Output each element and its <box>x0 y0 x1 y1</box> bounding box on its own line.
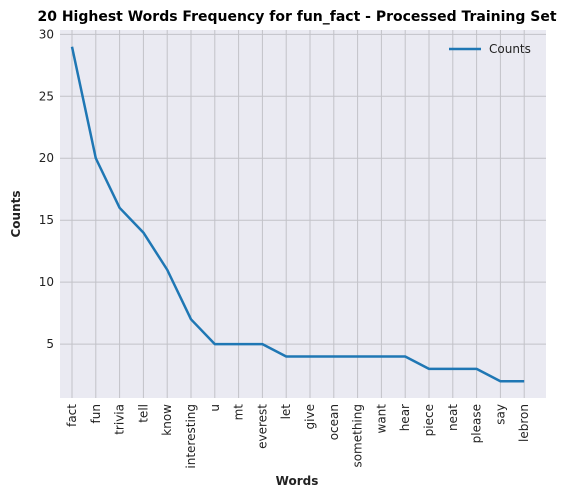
series-group <box>70 46 525 383</box>
y-tick-label: 25 <box>39 89 54 103</box>
y-tick-label: 5 <box>46 337 54 351</box>
chart-title: 20 Highest Words Frequency for fun_fact … <box>37 9 556 25</box>
y-tick-label: 30 <box>39 27 54 41</box>
x-axis-label: Words <box>276 474 319 488</box>
y-tick-labels: 5 10 15 20 25 30 <box>39 27 54 351</box>
x-tick-label: u <box>208 404 222 412</box>
legend: Counts <box>449 42 531 56</box>
x-tick-label: lebron <box>517 404 531 442</box>
x-tick-label: interesting <box>184 404 198 469</box>
x-tick-label: hear <box>398 404 412 431</box>
series-line <box>70 46 525 383</box>
x-tick-label: everest <box>255 404 269 449</box>
x-tick-label: say <box>493 404 507 425</box>
y-tick-label: 15 <box>39 213 54 227</box>
plot-area <box>60 30 546 398</box>
x-tick-label: trivia <box>113 404 127 435</box>
x-tick-label: give <box>303 404 317 429</box>
x-tick-label: mt <box>232 404 246 421</box>
x-tick-label: piece <box>422 404 436 436</box>
x-tick-label: know <box>160 404 174 436</box>
y-tick-label: 20 <box>39 151 54 165</box>
x-tick-label: please <box>470 404 484 443</box>
x-tick-label: want <box>374 404 388 434</box>
x-tick-label: neat <box>446 404 460 431</box>
x-tick-label: tell <box>136 404 150 423</box>
x-tick-labels: fact fun trivia tell know interesting u mt evere… <box>65 404 531 469</box>
x-tick-label: something <box>351 404 365 468</box>
x-tick-label: fact <box>65 404 79 427</box>
grid-lines <box>60 30 546 398</box>
y-tick-label: 10 <box>39 275 54 289</box>
x-tick-label: fun <box>89 404 103 423</box>
y-axis-label: Counts <box>9 190 23 237</box>
x-tick-label: ocean <box>327 404 341 440</box>
legend-label: Counts <box>489 42 531 56</box>
x-tick-label: let <box>279 404 293 420</box>
